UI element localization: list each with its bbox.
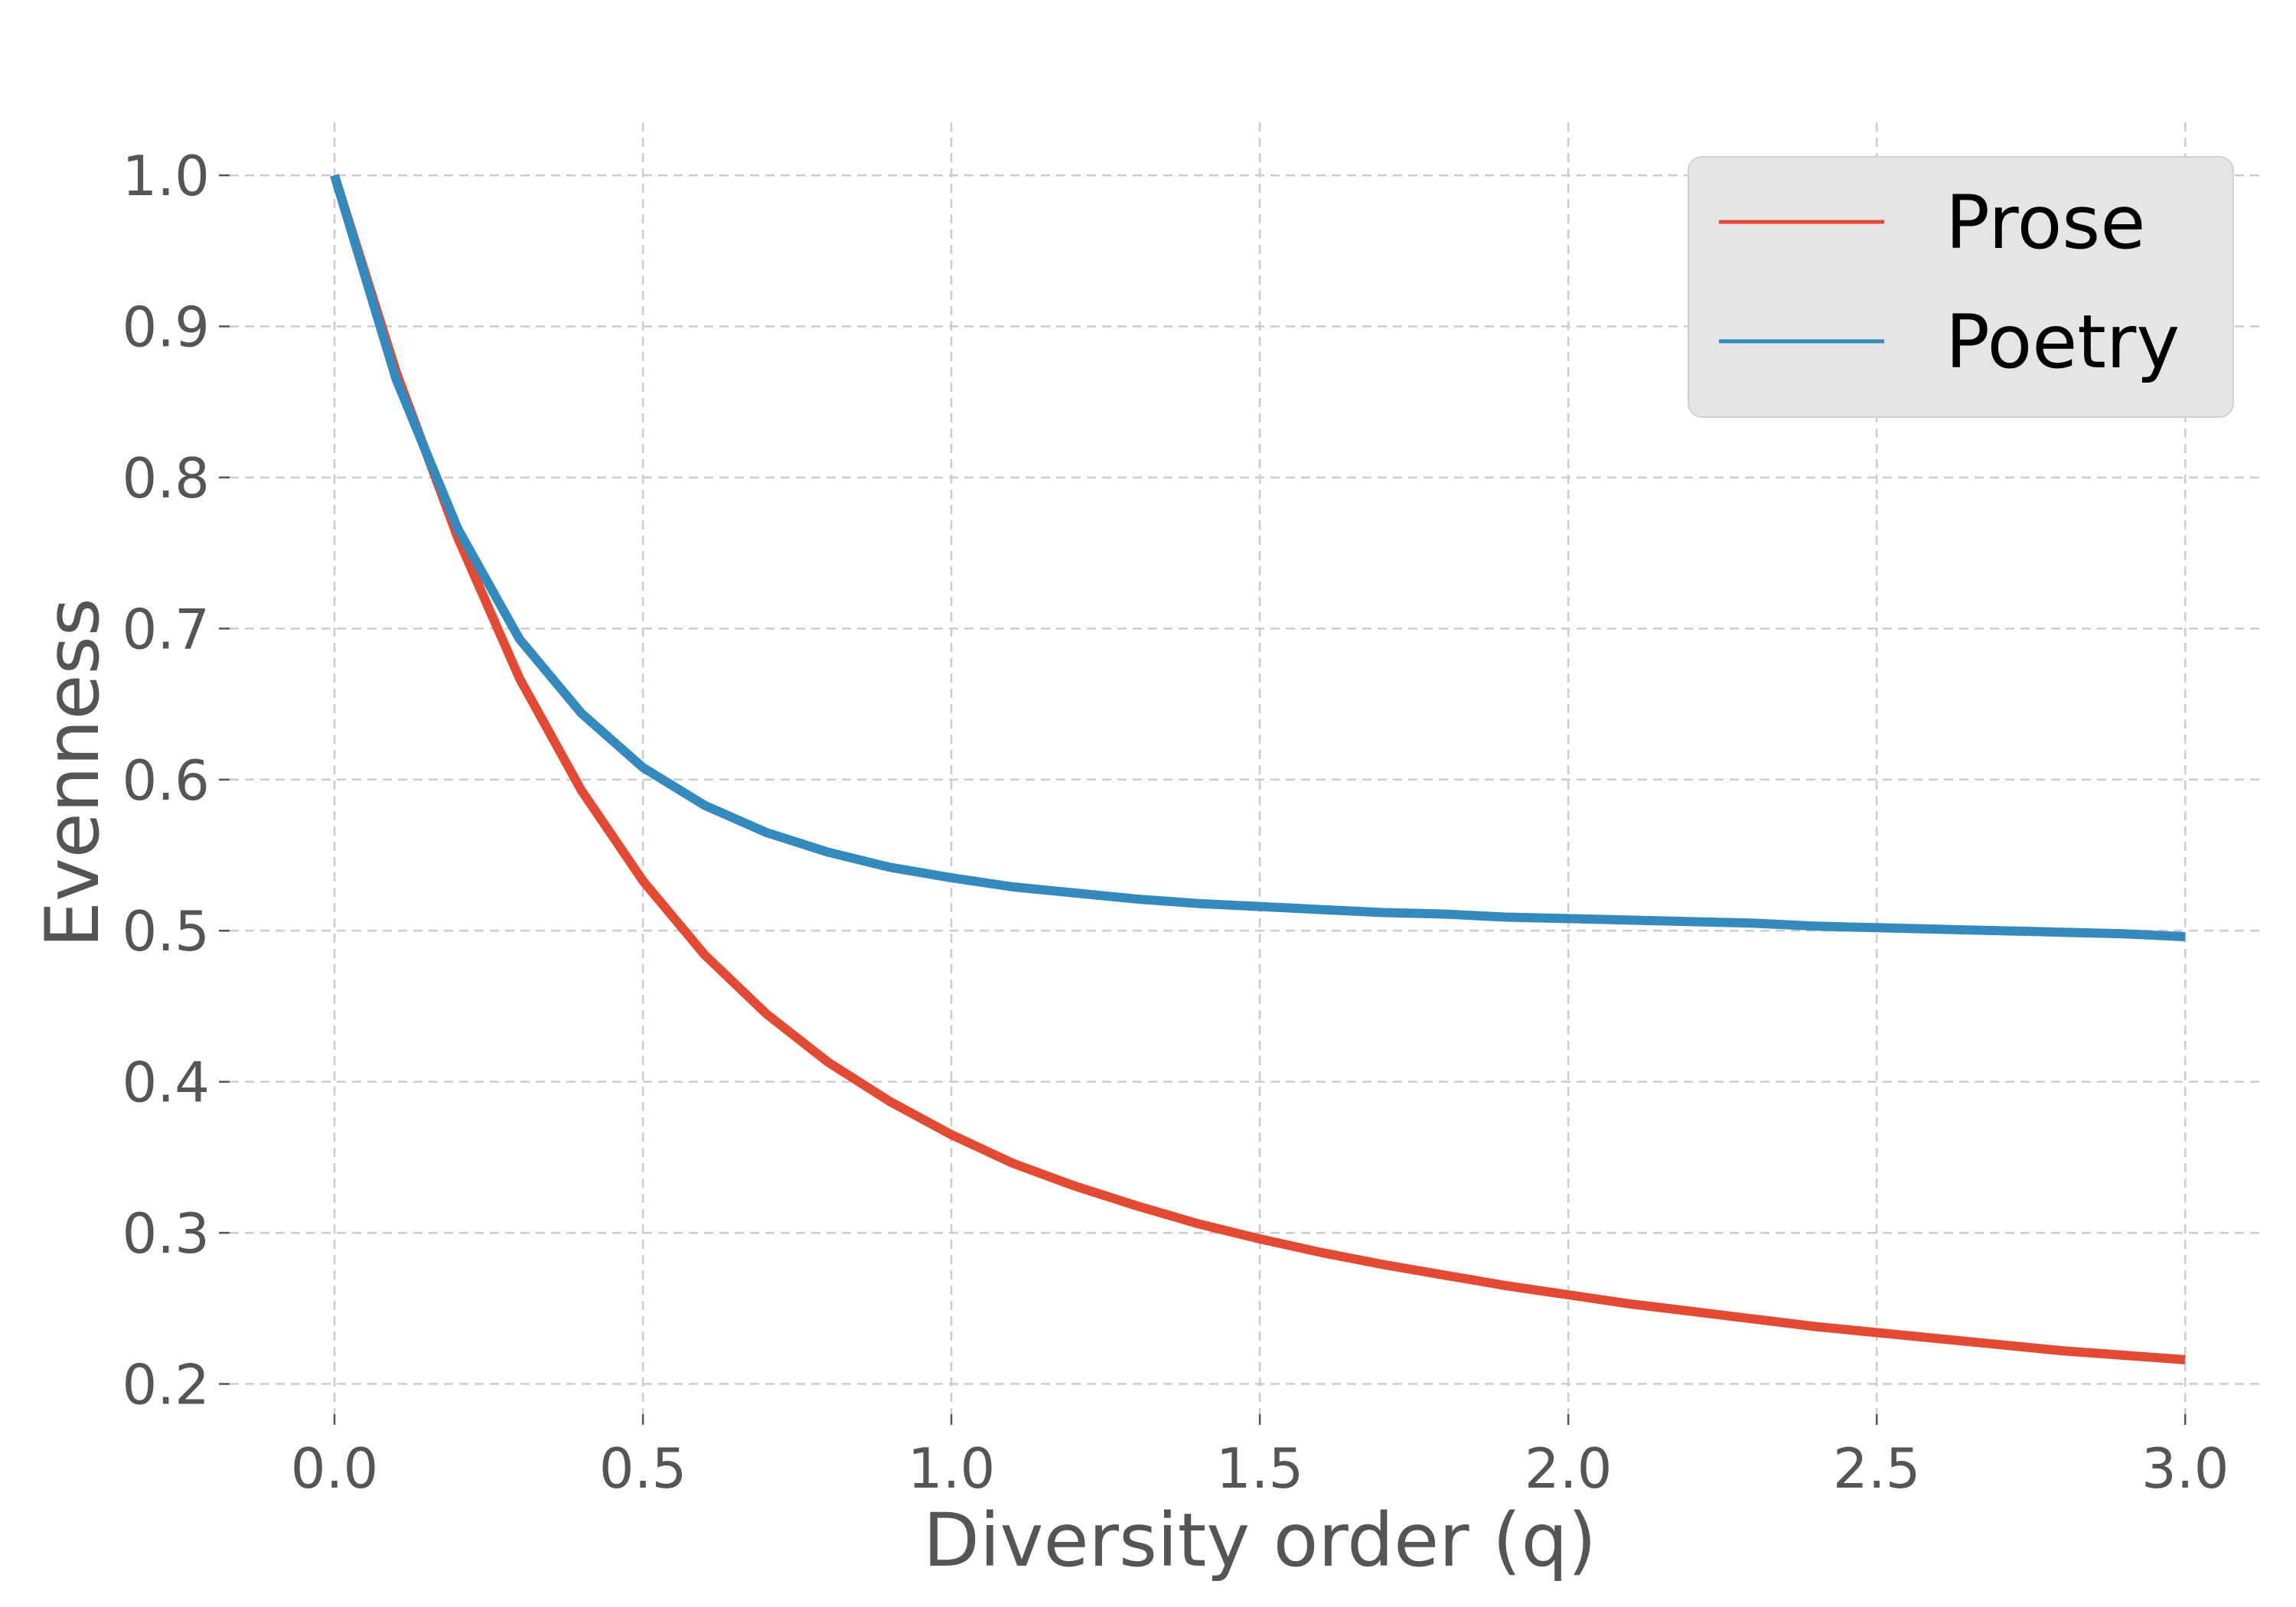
x-tick-label: 1.5: [1216, 1436, 1304, 1501]
y-tick-label: 0.4: [122, 1051, 210, 1115]
x-tick-label: 1.0: [908, 1436, 996, 1501]
series-line-poetry: [330, 174, 2186, 942]
x-tick-label: 0.5: [599, 1436, 687, 1501]
x-tick-label: 2.5: [1833, 1436, 1921, 1501]
x-axis-label: Diversity order (q): [923, 1498, 1596, 1583]
series-line-prose: [330, 174, 2186, 1364]
y-tick-label: 0.6: [122, 748, 210, 813]
legend: Prose Poetry: [1688, 156, 2234, 418]
x-tick-label: 0.0: [291, 1436, 379, 1501]
y-tick-label: 0.7: [122, 597, 210, 661]
y-axis-label: Evenness: [30, 598, 116, 947]
legend-label-poetry: Poetry: [1945, 299, 2180, 385]
y-tick-label: 0.3: [122, 1201, 210, 1266]
y-tick-label: 0.2: [122, 1353, 210, 1417]
y-tick-label: 0.8: [122, 446, 210, 510]
axis-ticks: 0.0 0.5 1.0 1.5 2.0 2.5 3.0 0.2 0.3 0.4 0.5 0.6 0.7 0…: [122, 144, 2229, 1501]
x-tick-label: 2.0: [1525, 1436, 1613, 1501]
y-tick-label: 0.9: [122, 295, 210, 360]
y-tick-label: 0.5: [122, 899, 210, 963]
x-tick-label: 3.0: [2141, 1436, 2229, 1501]
legend-label-prose: Prose: [1945, 180, 2145, 266]
series: [330, 174, 2186, 1364]
y-tick-label: 1.0: [122, 144, 210, 208]
